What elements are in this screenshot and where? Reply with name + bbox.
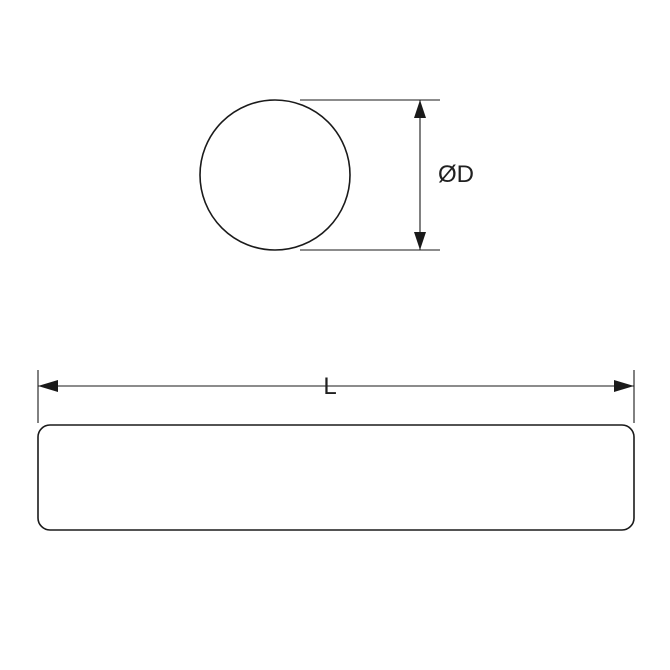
length-arrow-right — [614, 380, 634, 392]
diameter-arrow-top — [414, 100, 426, 118]
length-label: L — [323, 373, 336, 400]
technical-drawing: ØD L — [0, 0, 670, 670]
diameter-arrow-bottom — [414, 232, 426, 250]
length-arrow-left — [38, 380, 58, 392]
diameter-label: ØD — [438, 161, 474, 188]
rod-end-circle — [200, 100, 350, 250]
rod-side-rect — [38, 425, 634, 530]
